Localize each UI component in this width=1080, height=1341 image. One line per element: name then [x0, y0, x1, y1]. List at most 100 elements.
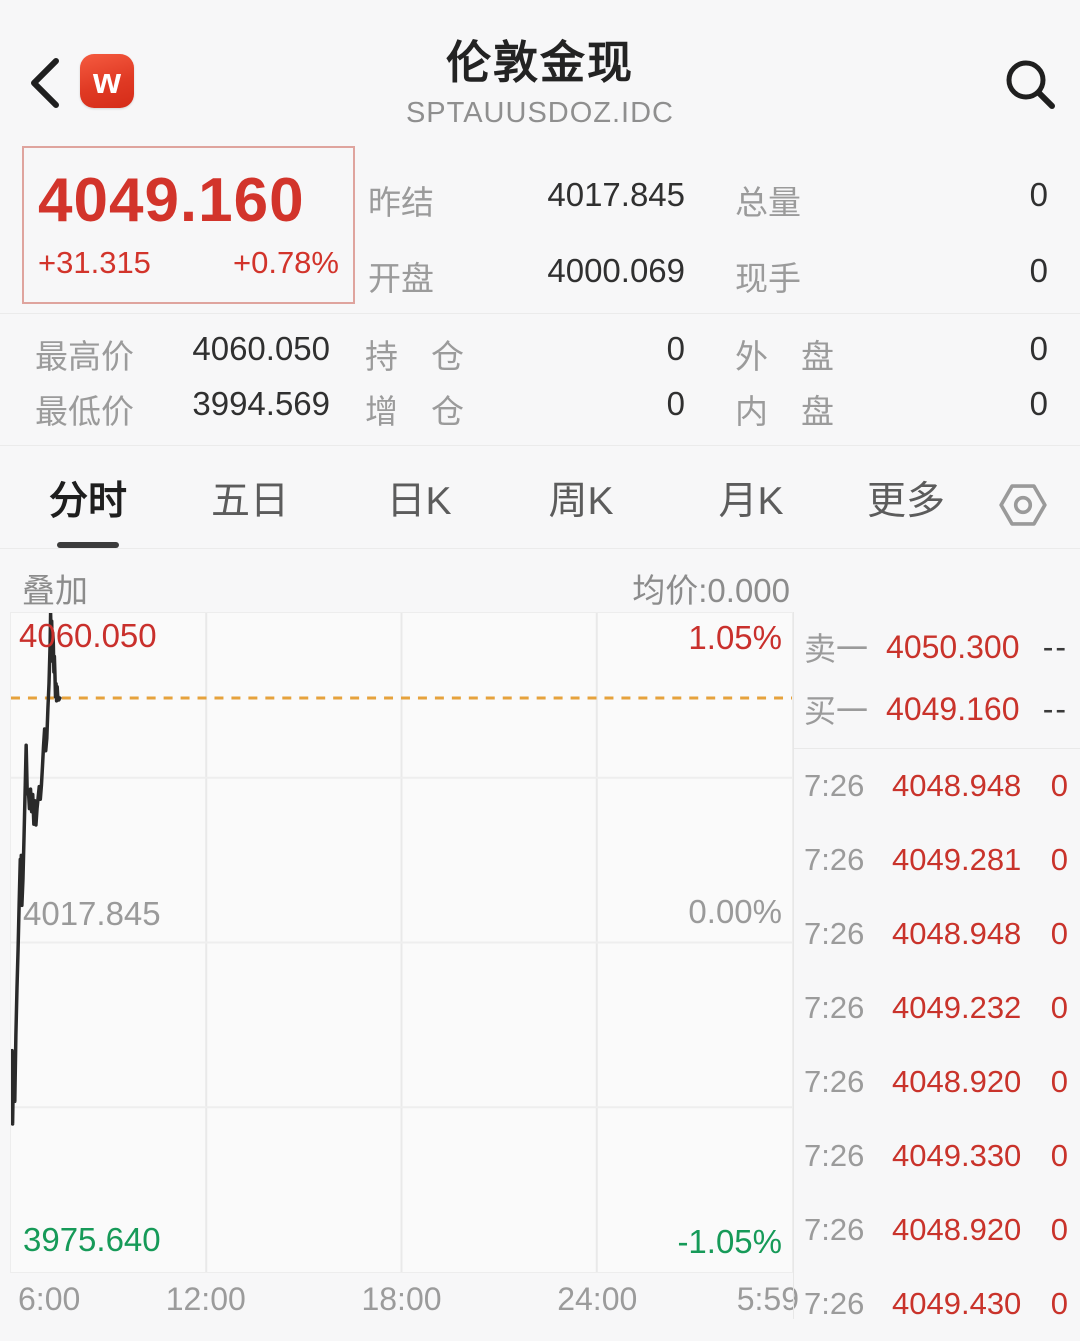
instrument-code: SPTAUUSDOZ.IDC: [405, 97, 675, 129]
trade-volume: 0: [1050, 990, 1068, 1025]
open-value: 4000.069: [547, 252, 685, 289]
trade-volume: 0: [1050, 1212, 1068, 1247]
trade-price: 4049.330: [892, 1138, 1022, 1173]
price-line: [11, 613, 62, 1126]
intraday-chart[interactable]: 4060.050 1.05% 4017.845 0.00% 3975.640 -…: [10, 612, 793, 1273]
trade-row[interactable]: 7:26 4048.920 0: [794, 1045, 1080, 1119]
trade-list: 7:26 4048.948 0 7:26 4049.281 0 7:26 4048.948 0 7…: [794, 749, 1080, 1341]
search-icon: [1006, 60, 1055, 109]
gear-icon: [999, 484, 1047, 526]
tab-0[interactable]: 分时: [49, 470, 127, 548]
logo-letter: w: [92, 60, 121, 101]
bid-label: 买一: [804, 693, 869, 729]
position-increase-label: 增 仓: [365, 393, 464, 430]
trade-volume: 0: [1050, 1286, 1068, 1321]
ask-price: 4050.300: [886, 628, 1020, 665]
x-axis: 6:00 12:00 18:00 24:00 5:59: [10, 1281, 799, 1319]
divider: [0, 313, 1080, 314]
intraday-chart-canvas: [11, 613, 792, 1272]
chart-high-label: 4060.050: [19, 617, 157, 654]
outer-disc-value: 0: [1029, 330, 1048, 367]
trade-row[interactable]: 7:26 4048.948 0: [794, 897, 1080, 971]
trade-time: 7:26: [804, 768, 865, 803]
ask-volume: --: [1042, 628, 1068, 665]
chart-settings-button[interactable]: [998, 480, 1048, 530]
divider: [794, 748, 1080, 749]
inner-disc-label: 内 盘: [735, 393, 834, 430]
current-hand-value: 0: [1029, 252, 1048, 289]
trade-volume: 0: [1050, 768, 1068, 803]
trade-row[interactable]: 7:26 4048.948 0: [794, 749, 1080, 823]
open-label: 开盘: [368, 260, 434, 297]
total-volume-label: 总量: [735, 184, 801, 221]
trade-time: 7:26: [804, 916, 865, 951]
last-price: 4049.160: [38, 166, 305, 236]
overlay-button[interactable]: 叠加: [22, 572, 88, 609]
prev-settle-label: 昨结: [368, 184, 434, 221]
trade-time: 7:26: [804, 1064, 865, 1099]
x-tick: 5:59: [736, 1281, 799, 1317]
open-interest-value: 0: [666, 330, 685, 367]
trade-price: 4048.920: [892, 1064, 1022, 1099]
chart-mid-label: 4017.845: [23, 895, 161, 932]
trade-volume: 0: [1050, 1138, 1068, 1173]
chart-high-pct-label: 1.05%: [688, 619, 782, 656]
price-change-pct: +0.78%: [232, 244, 339, 280]
price-change: +31.315: [38, 244, 151, 280]
total-volume-value: 0: [1029, 176, 1048, 213]
trade-price: 4049.232: [892, 990, 1022, 1025]
last-price-box[interactable]: 4049.160 +31.315 +0.78%: [22, 146, 355, 304]
back-button[interactable]: [26, 56, 64, 110]
tab-3[interactable]: 周K: [548, 480, 614, 523]
ask-label: 卖一: [804, 631, 869, 667]
outer-disc-label: 外 盘: [735, 338, 834, 375]
x-tick: 18:00: [361, 1281, 442, 1317]
trade-row[interactable]: 7:26 4048.920 0: [794, 1193, 1080, 1267]
average-price-label: 均价:0.000: [632, 572, 790, 609]
trade-row[interactable]: 7:26 4049.281 0: [794, 823, 1080, 897]
x-tick: 6:00: [18, 1281, 81, 1317]
high-value: 4060.050: [192, 330, 330, 367]
trade-time: 7:26: [804, 990, 865, 1025]
prev-settle-value: 4017.845: [547, 176, 685, 213]
trade-price: 4048.948: [892, 916, 1022, 951]
trade-time: 7:26: [804, 1212, 865, 1247]
tab-2[interactable]: 日K: [386, 480, 452, 523]
open-interest-label: 持 仓: [365, 338, 464, 375]
trade-row[interactable]: 7:26 4049.330 0: [794, 1119, 1080, 1193]
trade-time: 7:26: [804, 1286, 865, 1321]
trade-price: 4048.948: [892, 768, 1022, 803]
divider: [0, 548, 1080, 549]
trade-price: 4049.430: [892, 1286, 1022, 1321]
divider: [0, 445, 1080, 446]
trade-row[interactable]: 7:26 4049.430 0: [794, 1267, 1080, 1341]
chart-mid-pct-label: 0.00%: [688, 893, 782, 930]
tab-1[interactable]: 五日: [210, 480, 290, 523]
page-title: 伦敦金现: [445, 37, 634, 88]
bid-price: 4049.160: [886, 690, 1020, 727]
trade-price: 4048.920: [892, 1212, 1022, 1247]
tab-5[interactable]: 更多: [866, 480, 946, 523]
x-tick: 12:00: [165, 1281, 246, 1317]
wind-app-logo[interactable]: w: [80, 54, 134, 108]
inner-disc-value: 0: [1029, 385, 1048, 422]
ask-row[interactable]: 卖一 4050.300 --: [794, 616, 1080, 678]
tab-bar: 分时 五日 日K 周K 月K 更多: [0, 458, 1080, 548]
position-increase-value: 0: [666, 385, 685, 422]
current-hand-label: 现手: [735, 260, 801, 297]
low-label: 最低价: [35, 393, 134, 430]
search-button[interactable]: [1002, 56, 1058, 112]
low-value: 3994.569: [192, 385, 330, 422]
bid-row[interactable]: 买一 4049.160 --: [794, 678, 1080, 740]
tab-4[interactable]: 月K: [718, 480, 784, 523]
high-label: 最高价: [35, 338, 134, 375]
trade-price: 4049.281: [892, 842, 1022, 877]
trade-time: 7:26: [804, 842, 865, 877]
chart-low-label: 3975.640: [23, 1221, 161, 1258]
order-book-panel: 卖一 4050.300 -- 买一 4049.160 -- 7:26 4048.9…: [793, 612, 1080, 1321]
trade-time: 7:26: [804, 1138, 865, 1173]
trade-row[interactable]: 7:26 4049.232 0: [794, 971, 1080, 1045]
x-tick: 24:00: [557, 1281, 638, 1317]
back-chevron-icon: [31, 58, 59, 108]
trade-volume: 0: [1050, 916, 1068, 951]
